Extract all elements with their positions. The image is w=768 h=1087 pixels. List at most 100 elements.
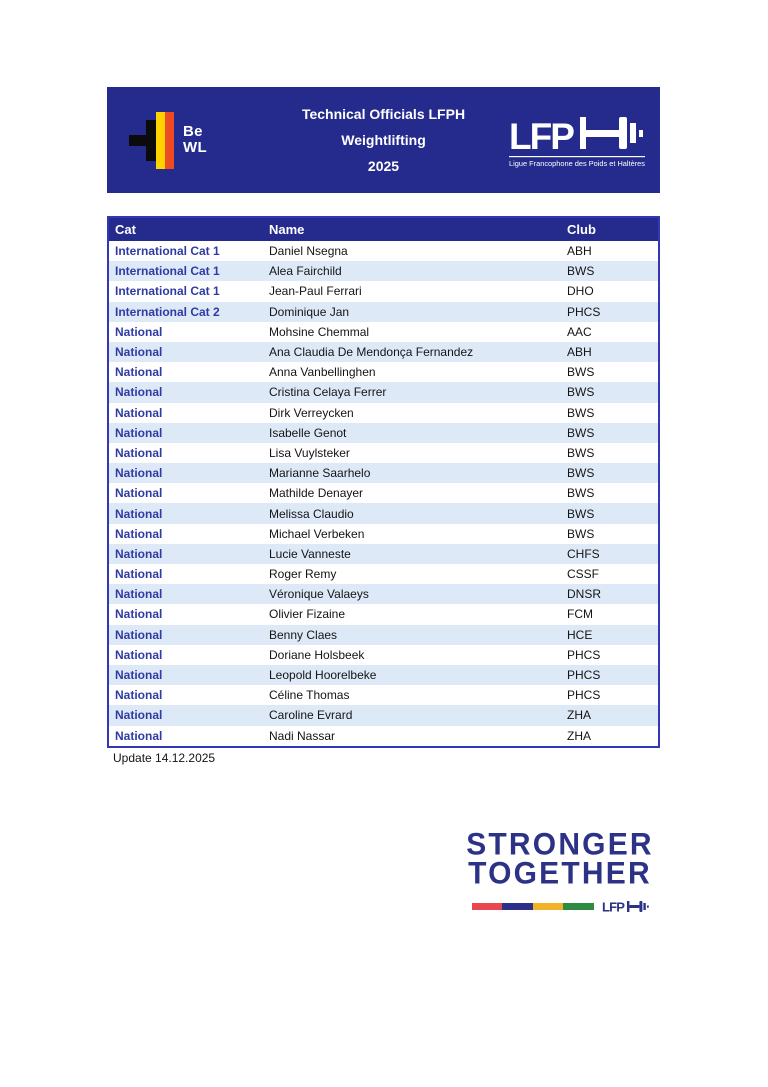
col-header-cat: Cat: [115, 222, 136, 237]
cell-club: BWS: [567, 385, 595, 400]
cell-cat: National: [115, 708, 163, 723]
cell-name: Roger Remy: [269, 567, 337, 582]
cell-name: Anna Vanbellinghen: [269, 365, 376, 380]
table-row: National Benny Claes HCE: [109, 624, 658, 645]
cell-cat: National: [115, 324, 163, 339]
cell-cat: National: [115, 607, 163, 622]
cell-club: PHCS: [567, 647, 601, 662]
cell-club: PHCS: [567, 304, 601, 319]
bewl-plate-black: [146, 119, 156, 161]
cell-cat: National: [115, 546, 163, 561]
table-row: National Nadi Nassar ZHA: [109, 726, 658, 746]
cell-cat: National: [115, 627, 163, 642]
cell-name: Lisa Vuylsteker: [269, 445, 350, 460]
cell-name: Caroline Evrard: [269, 708, 353, 723]
together-text: TOGETHER: [468, 855, 652, 891]
banner-title-line-1: Technical Officials LFPH: [301, 106, 466, 122]
cell-club: ABH: [567, 244, 592, 259]
table-row: National Roger Remy CSSF: [109, 564, 658, 584]
cell-cat: National: [115, 445, 163, 460]
table-row: National Melissa Claudio BWS: [109, 503, 658, 524]
cell-cat: National: [115, 466, 163, 481]
cell-name: Leopold Hoorelbeke: [269, 668, 377, 683]
lfph-tagline-text: Ligue Francophone des Poids et Haltères: [509, 161, 646, 168]
cell-name: Olivier Fizaine: [269, 607, 346, 622]
cell-cat: National: [115, 365, 163, 380]
cell-cat: National: [115, 385, 163, 400]
cell-club: PHCS: [567, 688, 601, 703]
lfph-logo-icon: LFP Ligue Francophone des Poids et Haltè…: [509, 116, 646, 168]
cell-club: BWS: [567, 425, 595, 440]
table-row: National Anna Vanbellinghen BWS: [109, 362, 658, 382]
bewl-text-line2: WL: [183, 139, 207, 156]
cell-cat: International Cat 1: [115, 244, 220, 259]
table-row: National Véronique Valaeys DNSR: [109, 584, 658, 605]
cell-cat: National: [115, 668, 163, 683]
update-note: Update 14.12.2025: [113, 751, 216, 765]
bewl-plate-yellow: [156, 111, 165, 169]
cell-club: ZHA: [567, 728, 591, 743]
col-header-name: Name: [269, 222, 305, 237]
cell-name: Melissa Claudio: [269, 506, 354, 521]
cell-cat: International Cat 1: [115, 264, 220, 279]
cell-name: Mathilde Denayer: [269, 486, 364, 501]
cell-club: BWS: [567, 486, 595, 501]
bewl-barbell-stub: [129, 134, 146, 146]
cell-cat: National: [115, 506, 163, 521]
cell-name: Nadi Nassar: [269, 728, 336, 743]
logo-color-bar: [471, 903, 594, 910]
cell-cat: National: [115, 486, 163, 501]
table-row: International Cat 2 Dominique Jan PHCS: [109, 301, 658, 322]
cell-club: BWS: [567, 506, 595, 521]
table-row: National Caroline Evrard ZHA: [109, 705, 658, 726]
stronger-text: STRONGER: [466, 827, 654, 862]
cell-club: DHO: [567, 284, 594, 299]
bar-segment: [563, 903, 594, 910]
cell-name: Cristina Celaya Ferrer: [269, 385, 387, 400]
cell-cat: International Cat 2: [115, 304, 220, 319]
cell-cat: National: [115, 688, 163, 703]
logo-bar-row: LFP: [460, 899, 660, 914]
cell-club: BWS: [567, 264, 595, 279]
cell-club: ZHA: [567, 708, 591, 723]
cell-cat: National: [115, 526, 163, 541]
bar-segment: [502, 903, 533, 910]
cell-name: Isabelle Genot: [269, 425, 347, 440]
cell-cat: International Cat 1: [115, 284, 220, 299]
table-row: National Michael Verbeken BWS: [109, 524, 658, 544]
table-row: National Leopold Hoorelbeke PHCS: [109, 664, 658, 686]
cell-cat: National: [115, 587, 163, 602]
table-row: National Isabelle Genot BWS: [109, 422, 658, 443]
table-row: National Olivier Fizaine FCM: [109, 604, 658, 624]
table-row: National Dirk Verreycken BWS: [109, 403, 658, 423]
bar-segment: [532, 903, 563, 910]
cell-name: Marianne Saarhelo: [269, 466, 371, 481]
table-row: National Mohsine Chemmal AAC: [109, 322, 658, 342]
lfph-logo: LFP Ligue Francophone des Poids et Haltè…: [508, 112, 650, 175]
cell-club: BWS: [567, 466, 595, 481]
cell-cat: National: [115, 345, 163, 360]
cell-name: Véronique Valaeys: [269, 587, 369, 602]
table-row: National Mathilde Denayer BWS: [109, 483, 658, 503]
cell-club: CHFS: [567, 546, 600, 561]
table-row: National Lisa Vuylsteker BWS: [109, 443, 658, 463]
stronger-together-logo: STRONGER TOGETHER LFP: [460, 827, 660, 914]
bewl-logo-icon: Be WL: [129, 87, 207, 193]
table-row: International Cat 1 Alea Fairchild BWS: [109, 261, 658, 282]
table-row: National Cristina Celaya Ferrer BWS: [109, 382, 658, 403]
col-header-club: Club: [567, 222, 596, 237]
table-row: National Ana Claudia De Mendonça Fernande…: [109, 341, 658, 363]
lfph-letters-text: LFP: [509, 116, 574, 157]
cell-club: BWS: [567, 365, 595, 380]
table-row: National Lucie Vanneste CHFS: [109, 543, 658, 564]
cell-club: FCM: [567, 607, 593, 622]
cell-name: Alea Fairchild: [269, 264, 342, 279]
header-banner: Be WL Technical Officials LFPH Weightlif…: [107, 87, 660, 193]
cell-club: BWS: [567, 405, 595, 420]
officials-table: Cat Name Club International Cat 1 Daniel …: [107, 216, 660, 748]
cell-cat: National: [115, 567, 163, 582]
cell-club: BWS: [567, 445, 595, 460]
bewl-logo-text: Be WL: [183, 124, 207, 156]
cell-name: Lucie Vanneste: [269, 546, 351, 561]
table-row: National Marianne Saarhelo BWS: [109, 463, 658, 484]
